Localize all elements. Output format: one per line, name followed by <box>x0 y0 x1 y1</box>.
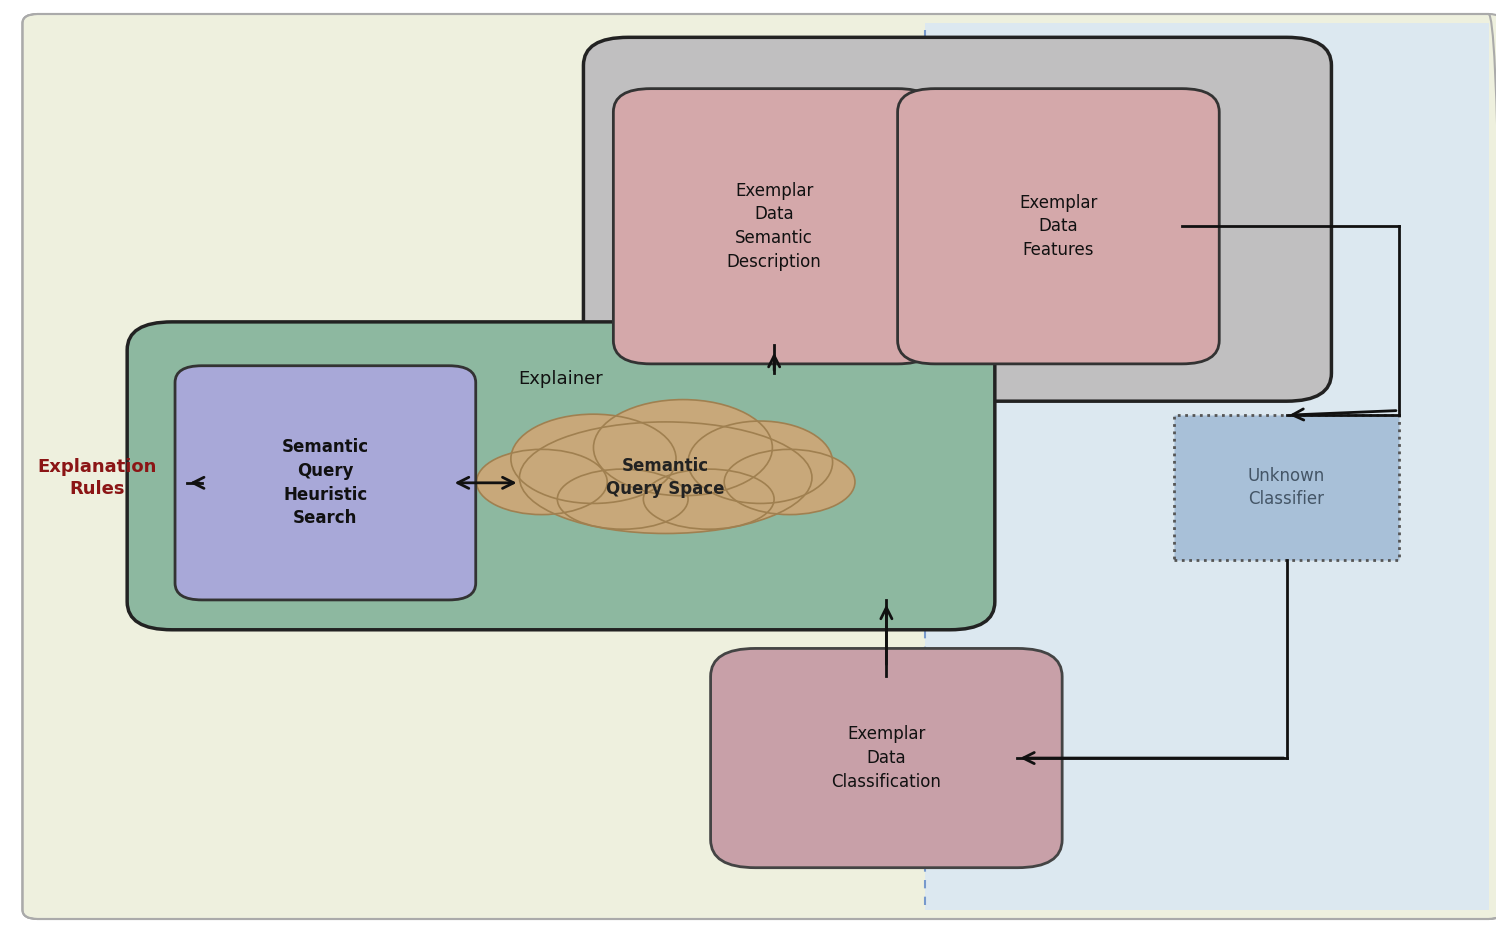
Ellipse shape <box>594 399 772 495</box>
Text: Exemplar
Data
Features: Exemplar Data Features <box>1019 194 1098 258</box>
FancyBboxPatch shape <box>925 23 1489 910</box>
Ellipse shape <box>688 421 833 504</box>
Text: Unknown
Classifier: Unknown Classifier <box>1248 466 1325 508</box>
Ellipse shape <box>643 469 773 529</box>
Text: Explanation Dataset: Explanation Dataset <box>866 91 1049 109</box>
Text: Exemplar
Data
Classification: Exemplar Data Classification <box>832 726 941 790</box>
Text: Explainer: Explainer <box>519 370 603 388</box>
Ellipse shape <box>510 414 676 504</box>
FancyBboxPatch shape <box>613 89 935 364</box>
FancyBboxPatch shape <box>22 14 1496 919</box>
Ellipse shape <box>476 450 607 515</box>
FancyBboxPatch shape <box>711 648 1062 868</box>
Text: Exemplar
Data
Semantic
Description: Exemplar Data Semantic Description <box>727 182 821 271</box>
FancyBboxPatch shape <box>898 89 1219 364</box>
Text: Semantic
Query Space: Semantic Query Space <box>606 457 726 498</box>
FancyBboxPatch shape <box>175 366 476 600</box>
Ellipse shape <box>558 469 688 529</box>
Bar <box>1174 415 1399 560</box>
FancyBboxPatch shape <box>127 322 995 630</box>
FancyBboxPatch shape <box>583 37 1331 401</box>
Text: Semantic
Query
Heuristic
Search: Semantic Query Heuristic Search <box>281 439 370 527</box>
Ellipse shape <box>519 422 812 534</box>
Text: Explanation
Rules: Explanation Rules <box>37 457 157 498</box>
Ellipse shape <box>724 450 856 515</box>
